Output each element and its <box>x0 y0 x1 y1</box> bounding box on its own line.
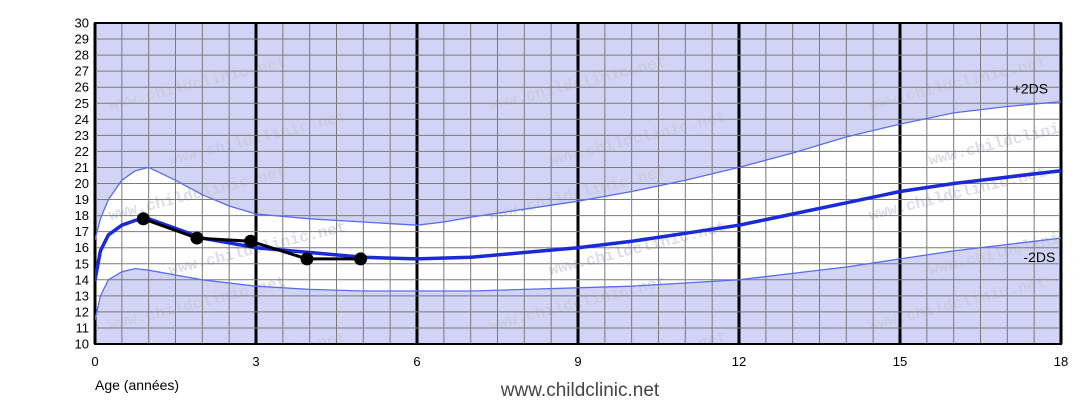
points-layer <box>136 212 368 266</box>
series-line-median <box>95 168 1061 282</box>
data-point <box>354 252 368 266</box>
y-tick-label: 27 <box>75 64 89 79</box>
annotation-label: +2DS <box>1013 81 1048 97</box>
y-tick-label: 22 <box>75 144 89 159</box>
plot-border <box>94 22 1062 345</box>
y-tick-label: 24 <box>75 112 89 127</box>
data-point <box>300 252 314 266</box>
y-tick-label: 25 <box>75 96 89 111</box>
y-tick-label: 18 <box>75 208 89 223</box>
y-tick-label: 19 <box>75 192 89 207</box>
y-tick-label: 10 <box>75 337 89 352</box>
y-tick-label: 17 <box>75 224 89 239</box>
y-tick-label: 15 <box>75 256 89 271</box>
x-tick-label: 15 <box>893 354 907 369</box>
x-tick-label: 9 <box>574 354 581 369</box>
y-tick-label: 11 <box>76 320 90 335</box>
data-point <box>190 231 204 245</box>
x-tick-label: 12 <box>732 354 746 369</box>
data-point <box>136 212 150 226</box>
x-tick-labels: 0 3 6 9 12 15 18 <box>91 354 1068 369</box>
y-tick-label: 13 <box>75 288 89 303</box>
y-tick-label: 29 <box>75 32 89 47</box>
y-tick-label: 30 <box>75 16 89 31</box>
y-tick-label: 21 <box>75 160 89 175</box>
data-point <box>244 234 258 248</box>
y-tick-label: 20 <box>75 176 89 191</box>
x-tick-label: 6 <box>413 354 420 369</box>
y-tick-label: 28 <box>75 48 89 63</box>
x-tick-label: 0 <box>91 354 98 369</box>
source-credit: www.childclinic.net <box>500 380 660 400</box>
grid <box>93 22 1063 345</box>
y-tick-label: 16 <box>75 240 89 255</box>
y-tick-label: 14 <box>75 272 89 287</box>
annotations: +2DS -2DS <box>1013 81 1056 266</box>
y-tick-label: 12 <box>75 304 89 319</box>
y-tick-label: 23 <box>75 128 89 143</box>
x-axis-label: Age (années) <box>95 377 179 393</box>
x-tick-label: 18 <box>1054 354 1068 369</box>
series-line-upper <box>95 100 1061 241</box>
y-tick-labels: 10 11121314151617181920212223242526272829… <box>75 16 89 352</box>
x-tick-label: 3 <box>252 354 259 369</box>
annotation-label: -2DS <box>1023 249 1055 265</box>
y-tick-label: 26 <box>75 80 89 95</box>
series-line-lower <box>95 237 1061 321</box>
